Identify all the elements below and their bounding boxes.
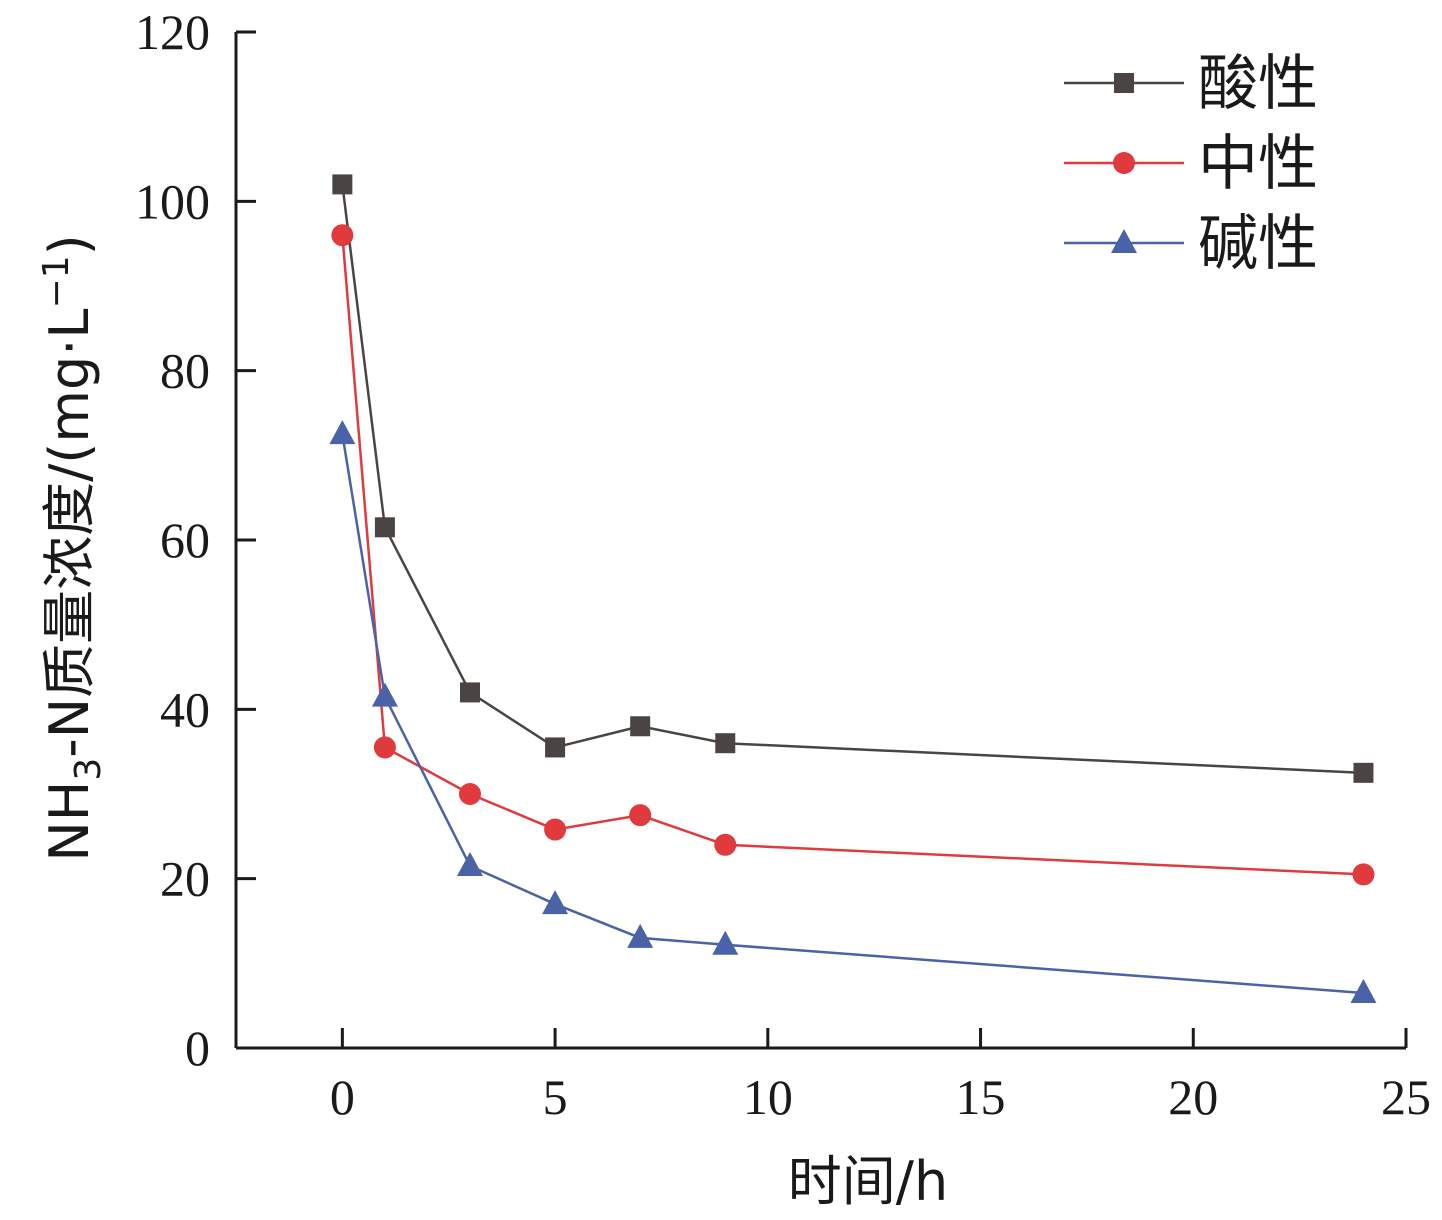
y-axis-title-sup: −1: [36, 255, 77, 308]
y-tick-label: 60: [160, 512, 210, 568]
legend-marker: [1114, 73, 1134, 93]
x-tick-label: 10: [743, 1069, 793, 1125]
data-point: [1350, 978, 1377, 1003]
legend-entry: 碱性: [1064, 209, 1318, 279]
series-line: [341, 433, 1364, 995]
data-point: [371, 682, 398, 707]
legend-marker: [1113, 152, 1135, 174]
data-point: [715, 733, 736, 754]
y-axis-title-sub: 3: [68, 758, 109, 781]
x-tick-label: 20: [1168, 1069, 1218, 1125]
legend-label: 碱性: [1198, 209, 1318, 279]
legend-label: 酸性: [1198, 49, 1318, 119]
y-tick-label: 40: [160, 681, 210, 737]
data-point: [459, 783, 481, 805]
series-1: [331, 224, 1375, 886]
y-tick-label: 80: [160, 343, 210, 399]
data-point: [630, 716, 651, 737]
data-point: [373, 736, 396, 759]
y-tick-label: 20: [160, 851, 210, 907]
y-tick-label: 0: [185, 1020, 210, 1076]
data-point: [457, 851, 483, 876]
data-point: [460, 682, 480, 703]
y-tick-label: 120: [135, 4, 210, 60]
data-point: [712, 930, 739, 955]
data-point: [714, 833, 737, 856]
data-point: [629, 804, 652, 827]
y-tick-label: 100: [135, 173, 210, 229]
x-tick-label: 25: [1381, 1069, 1431, 1125]
y-axis-title-part: ): [38, 234, 101, 255]
data-point: [545, 737, 566, 758]
data-point: [374, 517, 395, 538]
legend-entry: 中性: [1064, 129, 1318, 199]
x-tick-label: 0: [330, 1069, 355, 1125]
series-2: [329, 420, 1377, 1003]
data-point: [331, 224, 354, 247]
x-tick-label: 5: [543, 1069, 568, 1125]
series-line: [341, 235, 1364, 876]
data-point: [329, 420, 356, 445]
data-point: [542, 890, 569, 915]
data-point: [627, 923, 654, 948]
series-0: [332, 174, 1374, 783]
legend-entry: 酸性: [1064, 49, 1318, 119]
axes: 0 20 40 60 80 100 120 0 5 10 15 20 25: [135, 4, 1431, 1125]
y-axis-title-part: NH: [38, 781, 101, 862]
x-axis-title: 时间/h: [788, 1150, 948, 1213]
data-point: [1353, 762, 1374, 783]
series-layer: [329, 174, 1377, 1003]
data-point: [332, 174, 353, 195]
y-axis-title: NH3-N质量浓度/(mg·L−1): [36, 234, 109, 861]
x-tick-label: 15: [956, 1069, 1006, 1125]
legend-label: 中性: [1198, 129, 1318, 199]
legend-marker: [1111, 229, 1137, 253]
data-point: [1352, 863, 1375, 886]
data-point: [544, 818, 567, 841]
y-axis-title-part: -N质量浓度/(mg·L: [38, 308, 101, 757]
